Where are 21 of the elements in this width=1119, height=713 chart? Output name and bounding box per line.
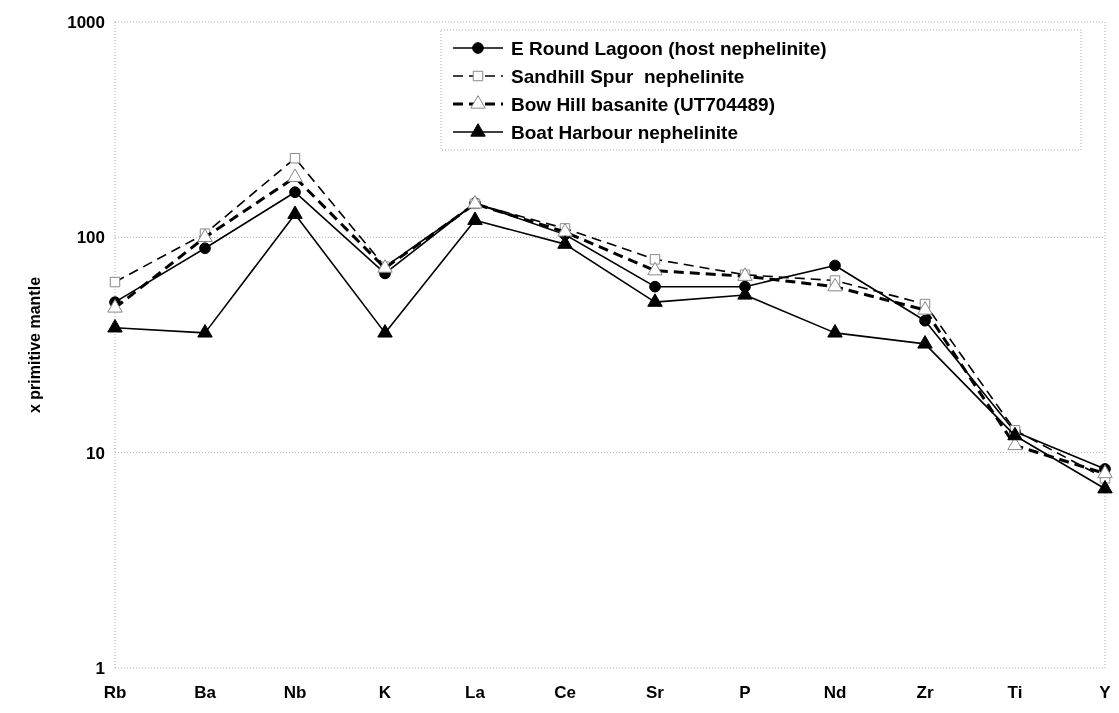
x-tick-label: Zr [916,683,934,702]
x-tick-label: Y [1099,683,1112,702]
y-tick-label: 1 [95,658,105,678]
x-tick-label: Sr [646,683,665,702]
x-tick-label: P [739,683,751,702]
legend-label: Bow Hill basanite (UT704489) [511,93,775,115]
y-tick-label: 100 [76,228,105,248]
y-axis-title: x primitive mantle [26,276,43,414]
x-tick-label: Ti [1007,683,1023,702]
x-tick-label: Nb [283,683,307,702]
x-tick-label: K [378,683,392,702]
legend-label: Sandhill Spur nephelinite [511,65,745,87]
x-tick-label: La [465,683,486,702]
x-tick-label: Rb [103,683,127,702]
y-tick-label: 10 [86,443,105,463]
x-tick-label: Ce [554,683,576,702]
x-tick-label: Nd [823,683,847,702]
x-tick-label: Ba [194,683,217,702]
y-tick-label: 1000 [67,12,105,32]
legend-label: E Round Lagoon (host nephelinite) [511,37,827,59]
legend-label: Boat Harbour nephelinite [511,121,738,143]
